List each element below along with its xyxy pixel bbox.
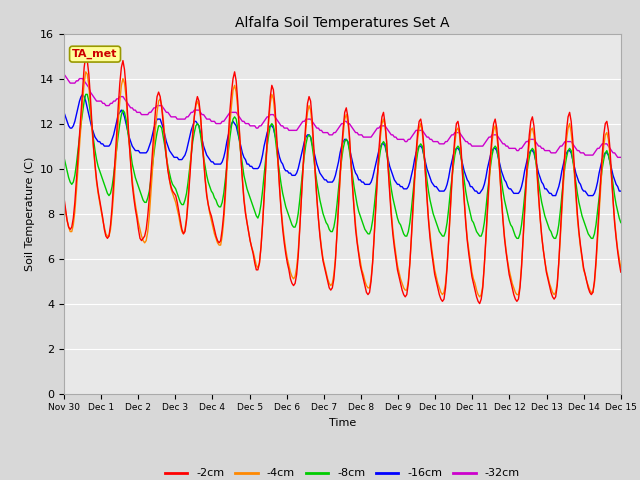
Title: Alfalfa Soil Temperatures Set A: Alfalfa Soil Temperatures Set A: [235, 16, 450, 30]
X-axis label: Time: Time: [329, 418, 356, 428]
Legend: -2cm, -4cm, -8cm, -16cm, -32cm: -2cm, -4cm, -8cm, -16cm, -32cm: [161, 464, 524, 480]
Text: TA_met: TA_met: [72, 49, 118, 59]
Y-axis label: Soil Temperature (C): Soil Temperature (C): [24, 156, 35, 271]
